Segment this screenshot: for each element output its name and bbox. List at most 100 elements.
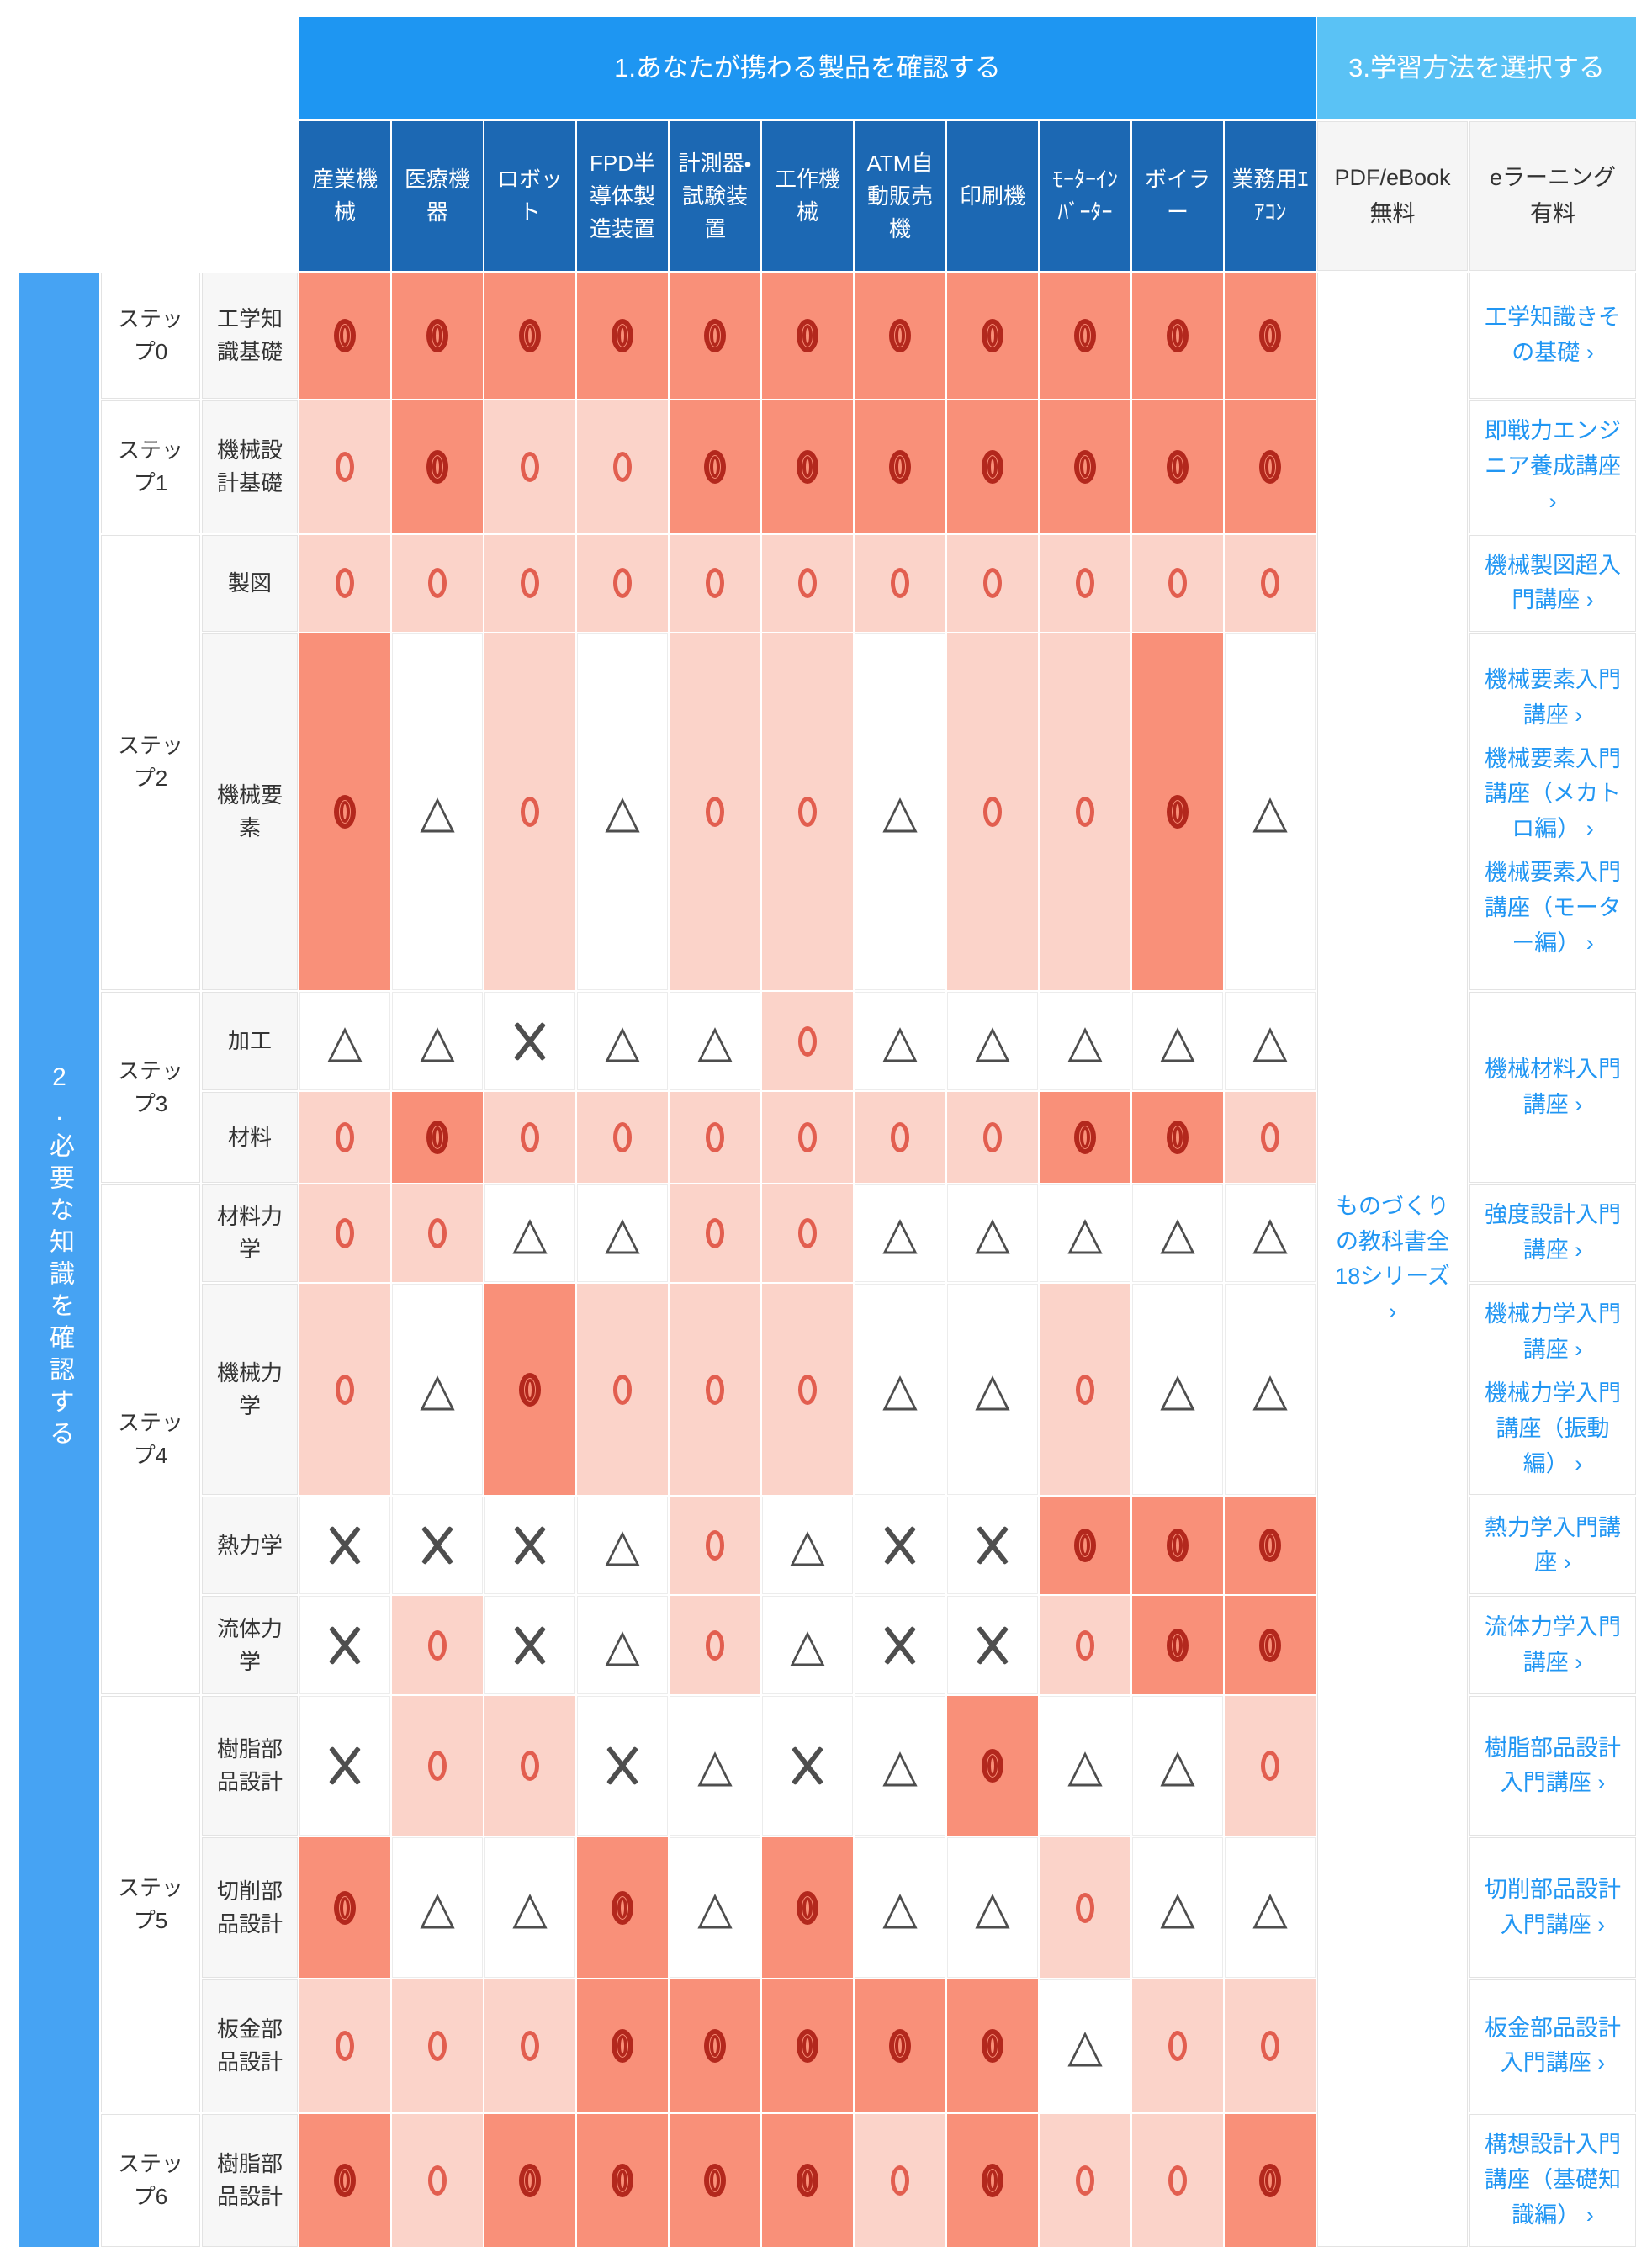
double-circle-icon bbox=[334, 319, 356, 352]
triangle-icon: △ bbox=[1160, 1208, 1195, 1259]
double-circle-icon bbox=[1167, 319, 1189, 352]
course-link[interactable]: 樹脂部品設計入門講座 › bbox=[1485, 1735, 1622, 1796]
course-link[interactable]: 切削部品設計入門講座 › bbox=[1485, 1877, 1622, 1937]
matrix-cell: △ bbox=[484, 1184, 575, 1283]
circle-icon bbox=[1261, 2031, 1280, 2062]
matrix-cell bbox=[392, 2114, 483, 2247]
triangle-icon: △ bbox=[882, 1882, 918, 1933]
matrix-row: ステップ2 製図 機械製図超入門講座 › bbox=[19, 534, 1637, 991]
triangle-icon: △ bbox=[975, 1015, 1010, 1067]
course-link[interactable]: 強度設計入門講座 › bbox=[1485, 1202, 1622, 1264]
circle-icon bbox=[1261, 1751, 1280, 1782]
matrix-cell: △ bbox=[1040, 1184, 1130, 1283]
matrix-cell bbox=[670, 2114, 760, 2247]
matrix-cell bbox=[762, 2114, 853, 2247]
matrix-cell bbox=[484, 1979, 575, 2113]
matrix-cell bbox=[855, 400, 945, 533]
circle-icon bbox=[983, 568, 1002, 599]
matrix-cell bbox=[947, 534, 1038, 633]
matrix-row: 流体力学 △ △ 流体力学入門講座 › bbox=[19, 1596, 1637, 1695]
knowledge-side-banner-label: 2.必要な知識を確認する bbox=[45, 1062, 73, 1452]
matrix-cell bbox=[1040, 1497, 1130, 1595]
knowledge-label-cell: 材料力学 bbox=[202, 1184, 298, 1283]
matrix-cell bbox=[1225, 1596, 1316, 1695]
circle-icon bbox=[798, 1025, 817, 1057]
triangle-icon: △ bbox=[882, 1741, 918, 1792]
matrix-cell bbox=[670, 1596, 760, 1695]
course-link[interactable]: 機械要素入門講座（モーター編） › bbox=[1485, 860, 1622, 956]
double-circle-icon bbox=[889, 319, 911, 352]
matrix-cell: △ bbox=[762, 1497, 853, 1595]
matrix-cell bbox=[855, 1497, 945, 1595]
double-circle-icon bbox=[982, 2164, 1003, 2198]
circle-icon bbox=[706, 797, 724, 828]
course-link[interactable]: 構想設計入門講座（基礎知識編） › bbox=[1485, 2132, 1622, 2228]
matrix-cell bbox=[577, 1979, 668, 2113]
course-link[interactable]: 機械力学入門講座 › bbox=[1485, 1301, 1622, 1363]
step-label-cell: ステップ2 bbox=[101, 534, 200, 991]
cross-icon bbox=[421, 1524, 454, 1566]
step-label-cell: ステップ1 bbox=[101, 400, 200, 533]
knowledge-side-banner: 2.必要な知識を確認する bbox=[19, 273, 99, 2247]
matrix-cell bbox=[762, 1837, 853, 1979]
matrix-cell bbox=[947, 1696, 1038, 1836]
triangle-icon: △ bbox=[1252, 787, 1288, 838]
product-column-header: 医療機器 bbox=[392, 121, 483, 271]
matrix-cell: △ bbox=[855, 1284, 945, 1496]
matrix-cell: △ bbox=[577, 1596, 668, 1695]
matrix-cell bbox=[1225, 534, 1316, 633]
matrix-cell bbox=[1040, 633, 1130, 991]
pdf-series-link[interactable]: ものづくりの教科書全18シリーズ › bbox=[1335, 1193, 1450, 1325]
course-link[interactable]: 機械力学入門講座（振動編） › bbox=[1485, 1380, 1622, 1476]
course-link[interactable]: 機械要素入門講座（メカトロ編） › bbox=[1485, 745, 1622, 842]
double-circle-icon bbox=[1074, 319, 1096, 352]
course-link[interactable]: 流体力学入門講座 › bbox=[1485, 1614, 1622, 1675]
course-link[interactable]: 板金部品設計入門講座 › bbox=[1485, 2015, 1622, 2076]
matrix-cell bbox=[947, 1596, 1038, 1695]
matrix-cell bbox=[392, 273, 483, 399]
course-link[interactable]: 即戦力エンジニア養成講座 › bbox=[1485, 418, 1622, 514]
step-label-cell: ステップ4 bbox=[101, 1184, 200, 1695]
pdf-column-header: PDF/eBook 無料 bbox=[1317, 121, 1469, 271]
course-link[interactable]: 工学知識きその基礎 › bbox=[1485, 305, 1622, 365]
course-link[interactable]: 機械要素入門講座 › bbox=[1485, 666, 1622, 728]
matrix-cell bbox=[299, 1696, 390, 1836]
matrix-cell: △ bbox=[1132, 1184, 1223, 1283]
double-circle-icon bbox=[519, 319, 541, 352]
matrix-cell bbox=[947, 2114, 1038, 2247]
circle-icon bbox=[521, 2031, 539, 2062]
circle-icon bbox=[1076, 568, 1094, 599]
double-circle-icon bbox=[1259, 1529, 1282, 1563]
elearning-cell: 構想設計入門講座（基礎知識編） › bbox=[1469, 2114, 1637, 2247]
course-link[interactable]: 機械材料入門講座 › bbox=[1485, 1056, 1622, 1117]
matrix-cell bbox=[484, 992, 575, 1091]
matrix-cell: △ bbox=[670, 1837, 760, 1979]
course-link[interactable]: 機械製図超入門講座 › bbox=[1485, 552, 1622, 613]
corner-blank bbox=[19, 121, 298, 271]
circle-icon bbox=[798, 568, 817, 599]
circle-icon bbox=[1168, 2031, 1187, 2062]
triangle-icon: △ bbox=[882, 1015, 918, 1067]
matrix-cell bbox=[762, 1979, 853, 2113]
product-column-header: ﾓｰﾀｰｲﾝﾊﾞｰﾀｰ bbox=[1040, 121, 1130, 271]
triangle-icon: △ bbox=[1067, 2021, 1103, 2072]
double-circle-icon bbox=[704, 319, 726, 352]
matrix-cell bbox=[1132, 1497, 1223, 1595]
matrix-cell bbox=[947, 1497, 1038, 1595]
step-label-cell: ステップ3 bbox=[101, 992, 200, 1184]
matrix-cell bbox=[299, 2114, 390, 2247]
triangle-icon: △ bbox=[605, 1015, 640, 1067]
matrix-row: 板金部品設計 △ 板金部品設計入門講座 › bbox=[19, 1979, 1637, 2113]
matrix-cell bbox=[670, 1497, 760, 1595]
product-column-header: ボイラー bbox=[1132, 121, 1223, 271]
triangle-icon: △ bbox=[512, 1208, 548, 1259]
course-link[interactable]: 熱力学入門講座 › bbox=[1485, 1514, 1622, 1576]
circle-icon bbox=[428, 2165, 447, 2196]
matrix-cell bbox=[1132, 1979, 1223, 2113]
double-circle-icon bbox=[889, 449, 911, 484]
matrix-cell bbox=[1225, 2114, 1316, 2247]
matrix-cell bbox=[947, 1092, 1038, 1184]
matrix-cell bbox=[855, 1092, 945, 1184]
product-column-header: 工作機械 bbox=[762, 121, 853, 271]
step-label-cell: ステップ0 bbox=[101, 273, 200, 399]
